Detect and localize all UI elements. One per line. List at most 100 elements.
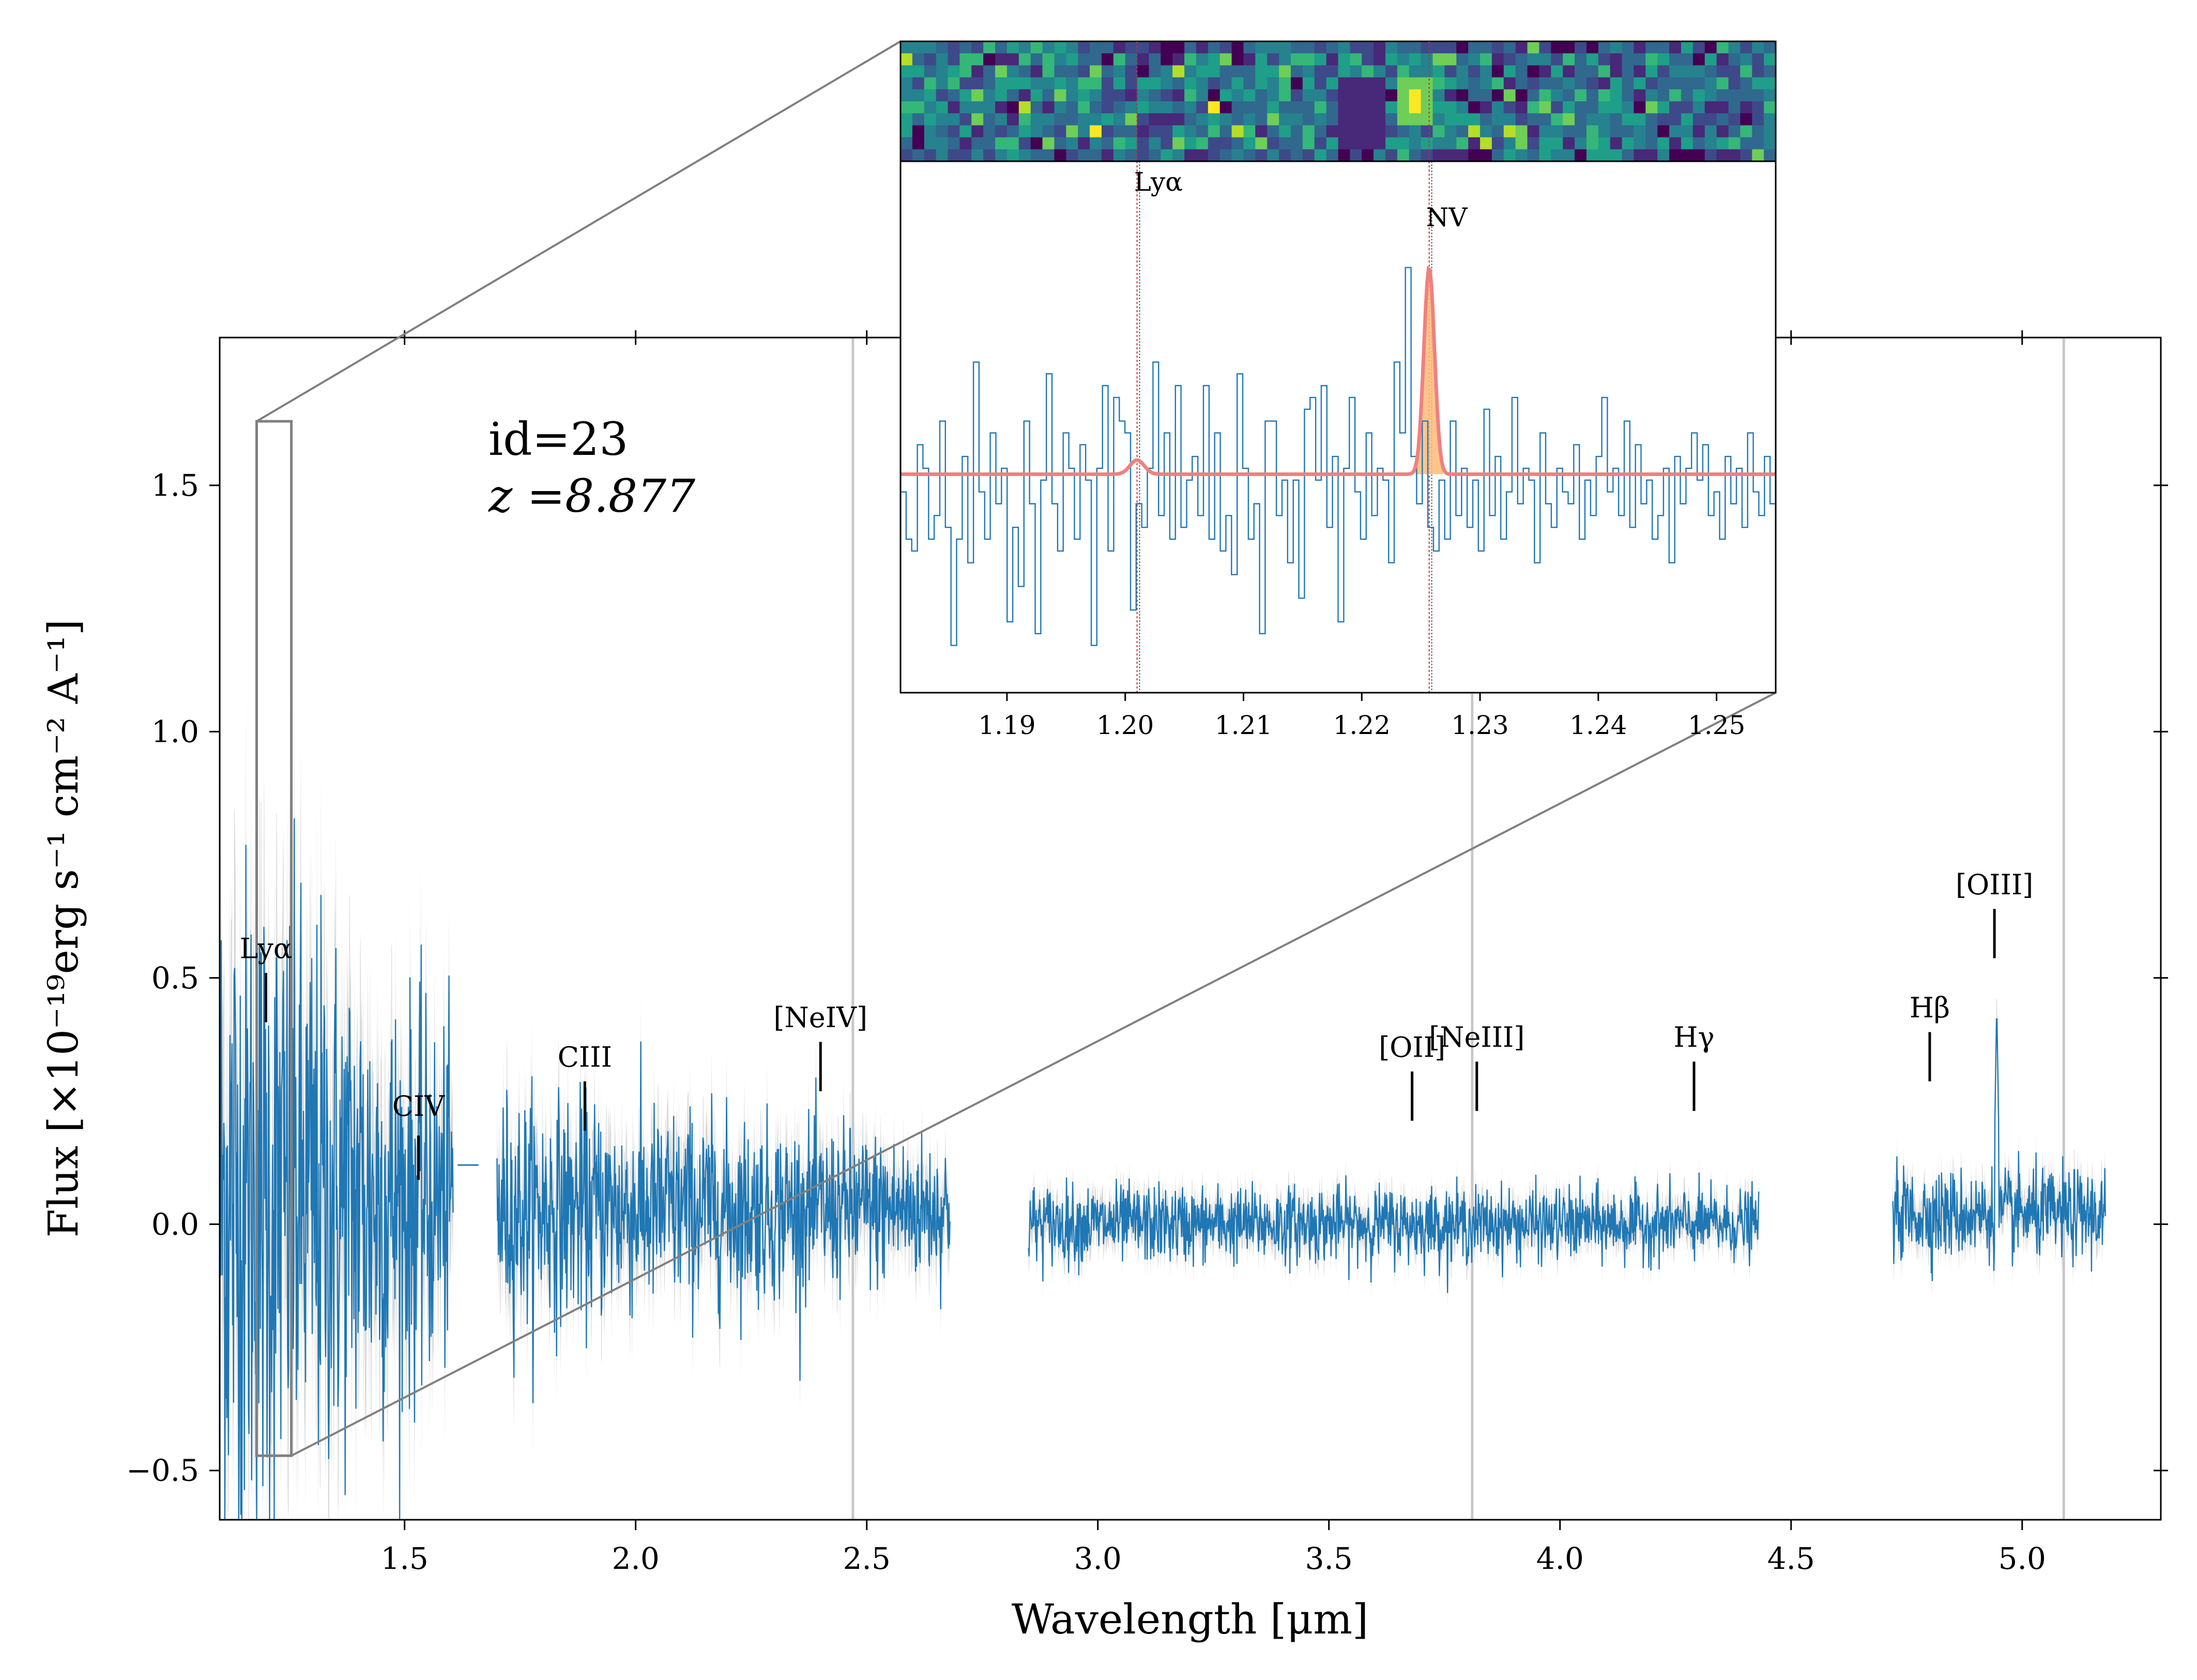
- image-pixel: [1184, 41, 1197, 54]
- image-pixel: [1066, 113, 1078, 126]
- image-pixel: [1137, 149, 1150, 162]
- image-pixel: [924, 89, 937, 102]
- image-pixel: [1503, 113, 1516, 126]
- image-pixel: [1692, 41, 1705, 54]
- image-pixel: [1539, 41, 1551, 54]
- image-pixel: [1468, 53, 1481, 66]
- image-pixel: [1456, 53, 1469, 66]
- image-pixel: [1551, 101, 1563, 114]
- y-axis-ticks: −0.5 0.0 0.5 1.0 1.5: [126, 468, 2168, 1488]
- image-pixel: [1692, 89, 1705, 102]
- image-pixel: [1704, 149, 1717, 162]
- image-pixel: [971, 149, 984, 162]
- image-pixel: [1681, 77, 1693, 90]
- image-pixel: [1090, 65, 1102, 78]
- image-pixel: [1302, 89, 1315, 102]
- image-pixel: [1172, 137, 1185, 150]
- image-pixel: [1551, 113, 1563, 126]
- image-pixel: [1539, 137, 1551, 150]
- image-pixel: [1290, 113, 1303, 126]
- image-pixel: [948, 101, 960, 114]
- image-pixel: [1764, 41, 1776, 54]
- image-pixel: [1385, 53, 1398, 66]
- image-pixel: [1610, 125, 1623, 138]
- image-pixel: [1740, 113, 1752, 126]
- image-pixel: [983, 149, 996, 162]
- image-pixel: [1728, 125, 1741, 138]
- image-pixel: [1018, 53, 1031, 66]
- image-pixel: [1113, 149, 1126, 162]
- image-pixel: [1539, 77, 1551, 90]
- image-pixel: [1551, 77, 1563, 90]
- image-pixel: [1752, 89, 1764, 102]
- image-pixel: [1397, 125, 1410, 138]
- image-pixel: [1586, 149, 1599, 162]
- image-pixel: [1326, 101, 1339, 114]
- image-pixel: [1172, 125, 1185, 138]
- image-pixel: [1634, 65, 1646, 78]
- image-pixel: [1267, 113, 1279, 126]
- image-pixel: [1078, 125, 1090, 138]
- image-pixel: [1078, 101, 1090, 114]
- image-pixel: [1042, 41, 1055, 54]
- image-pixel: [912, 65, 925, 78]
- image-pixel: [1208, 65, 1220, 78]
- image-pixel: [1716, 89, 1729, 102]
- image-pixel: [1208, 113, 1220, 126]
- image-pixel: [1149, 125, 1161, 138]
- image-pixel: [912, 53, 925, 66]
- image-pixel: [936, 149, 949, 162]
- image-pixel: [1740, 149, 1752, 162]
- image-pixel: [948, 77, 960, 90]
- image-pixel: [1374, 53, 1386, 66]
- image-pixel: [1503, 65, 1516, 78]
- image-pixel: [1752, 113, 1764, 126]
- image-pixel: [1764, 137, 1776, 150]
- image-pixel: [1090, 53, 1102, 66]
- image-pixel: [1196, 41, 1209, 54]
- image-pixel: [1208, 77, 1220, 90]
- image-pixel: [1030, 53, 1043, 66]
- image-pixel: [1728, 137, 1741, 150]
- image-pixel: [1208, 149, 1220, 162]
- image-pixel: [1728, 41, 1741, 54]
- image-pixel: [1006, 53, 1019, 66]
- x-tick-label: 2.0: [612, 1541, 660, 1576]
- image-pixel: [1137, 89, 1150, 102]
- image-pixel: [936, 41, 949, 54]
- image-pixel: [1279, 65, 1291, 78]
- image-pixel: [1409, 77, 1422, 90]
- image-pixel: [1172, 113, 1185, 126]
- image-pixel: [1184, 113, 1197, 126]
- image-pixel: [1184, 149, 1197, 162]
- image-pixel: [1704, 137, 1717, 150]
- image-pixel: [1090, 137, 1102, 150]
- image-pixel: [1515, 89, 1528, 102]
- image-pixel: [1681, 65, 1693, 78]
- image-pixel: [1101, 65, 1114, 78]
- image-pixel: [1350, 125, 1362, 138]
- spectrum-series: [219, 818, 2106, 1520]
- image-pixel: [1657, 113, 1670, 126]
- image-pixel: [1231, 113, 1244, 126]
- zoom-connector-lines: [256, 40, 1776, 1457]
- image-pixel: [1491, 113, 1504, 126]
- image-pixel: [1101, 41, 1114, 54]
- image-pixel: [1409, 65, 1422, 78]
- image-pixel: [1350, 89, 1362, 102]
- image-pixel: [1314, 53, 1327, 66]
- image-pixel: [1030, 137, 1043, 150]
- image-pixel: [1385, 65, 1398, 78]
- image-pixel: [1054, 101, 1066, 114]
- image-pixel: [1752, 149, 1764, 162]
- image-pixel: [1575, 65, 1587, 78]
- image-pixel: [1468, 101, 1481, 114]
- image-pixel: [1468, 137, 1481, 150]
- image-pixel: [1551, 89, 1563, 102]
- image-pixel: [1491, 101, 1504, 114]
- image-pixel: [1066, 125, 1078, 138]
- image-pixel: [1338, 89, 1350, 102]
- image-pixel: [1326, 113, 1339, 126]
- image-pixel: [1350, 41, 1362, 54]
- image-pixel: [1657, 65, 1670, 78]
